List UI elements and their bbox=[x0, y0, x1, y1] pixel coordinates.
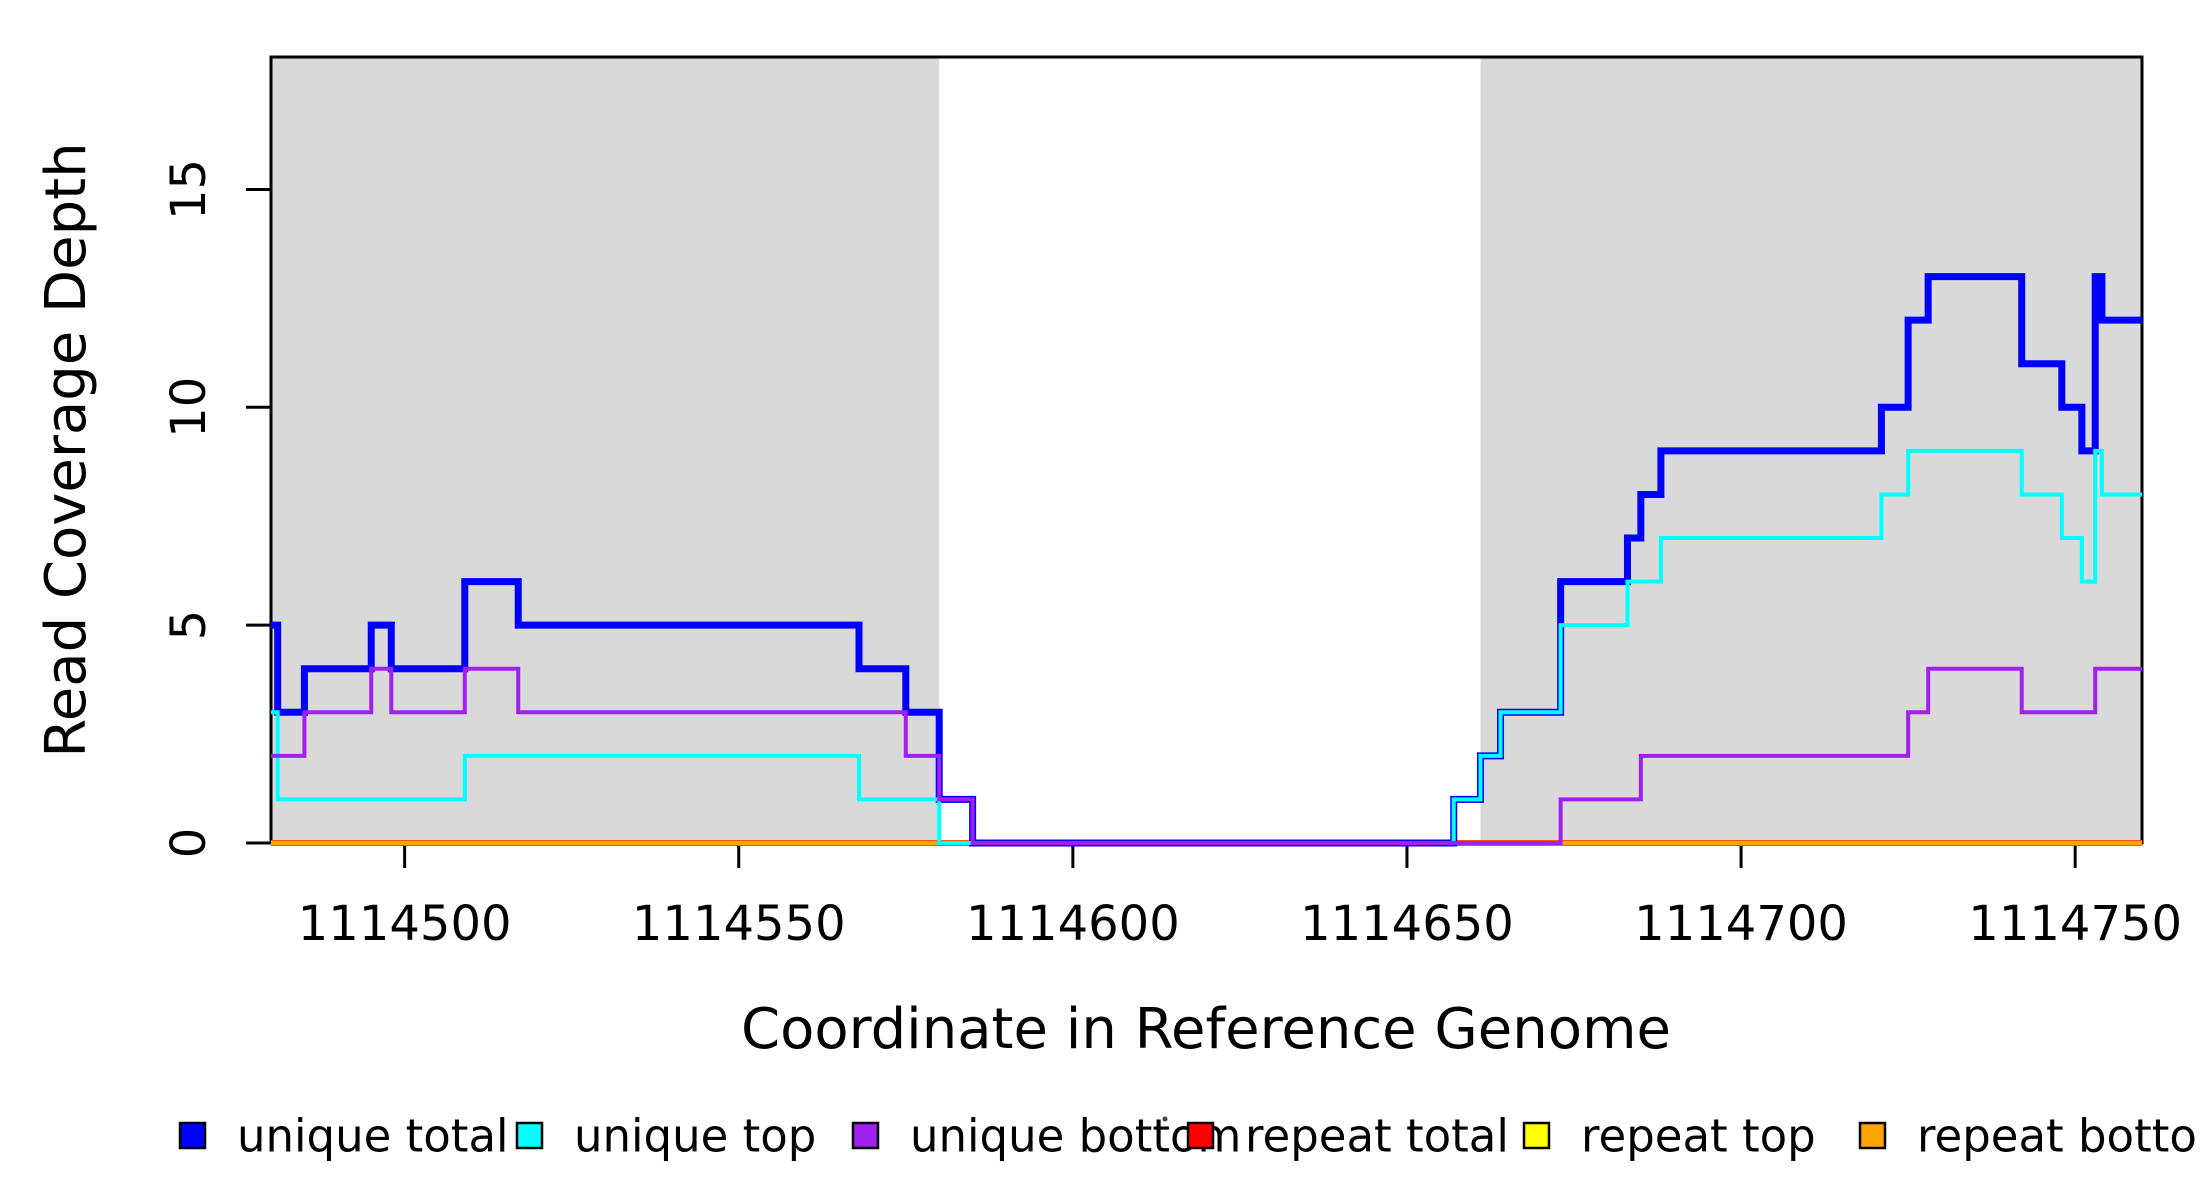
legend-swatch-unique-top bbox=[515, 1121, 544, 1150]
legend-label-unique-top: unique top bbox=[574, 1110, 816, 1163]
series-unique-bottom bbox=[271, 666, 2142, 845]
legend-label-repeat-total: repeat total bbox=[1245, 1110, 1509, 1163]
legend-label-unique-total: unique total bbox=[237, 1110, 509, 1163]
stray-dot-artifact bbox=[1162, 1116, 1168, 1122]
legend-swatch-unique-total bbox=[178, 1121, 207, 1150]
y-axis-tick-label: 15 bbox=[161, 159, 217, 220]
x-axis-tick-label: 1114700 bbox=[1634, 896, 1848, 952]
x-axis-tick-label: 1114550 bbox=[632, 896, 846, 952]
legend-label-unique-bottom: unique bottom bbox=[910, 1110, 1241, 1163]
legend-swatch-unique-bottom bbox=[851, 1121, 880, 1150]
x-axis-tick-label: 1114650 bbox=[1300, 896, 1514, 952]
shaded-region-band bbox=[271, 57, 940, 843]
y-axis-title: Read Coverage Depth bbox=[34, 142, 99, 757]
y-axis-tick-label: 0 bbox=[161, 828, 217, 859]
legend-label-repeat-bottom: repeat bottom bbox=[1917, 1110, 2200, 1163]
legend-swatch-repeat-bottom bbox=[1858, 1121, 1887, 1150]
series-unique-top bbox=[271, 448, 2142, 845]
y-axis-tick-label: 10 bbox=[161, 377, 217, 438]
x-axis-tick-label: 1114750 bbox=[1968, 896, 2182, 952]
y-axis-tick-label: 5 bbox=[161, 610, 217, 641]
legend-label-repeat-top: repeat top bbox=[1581, 1110, 1816, 1163]
x-axis-title: Coordinate in Reference Genome bbox=[741, 997, 1671, 1062]
legend-swatch-repeat-total bbox=[1186, 1121, 1215, 1150]
x-axis-tick-label: 1114500 bbox=[298, 896, 512, 952]
legend-swatch-repeat-top bbox=[1522, 1121, 1551, 1150]
x-axis-tick-label: 1114600 bbox=[966, 896, 1180, 952]
